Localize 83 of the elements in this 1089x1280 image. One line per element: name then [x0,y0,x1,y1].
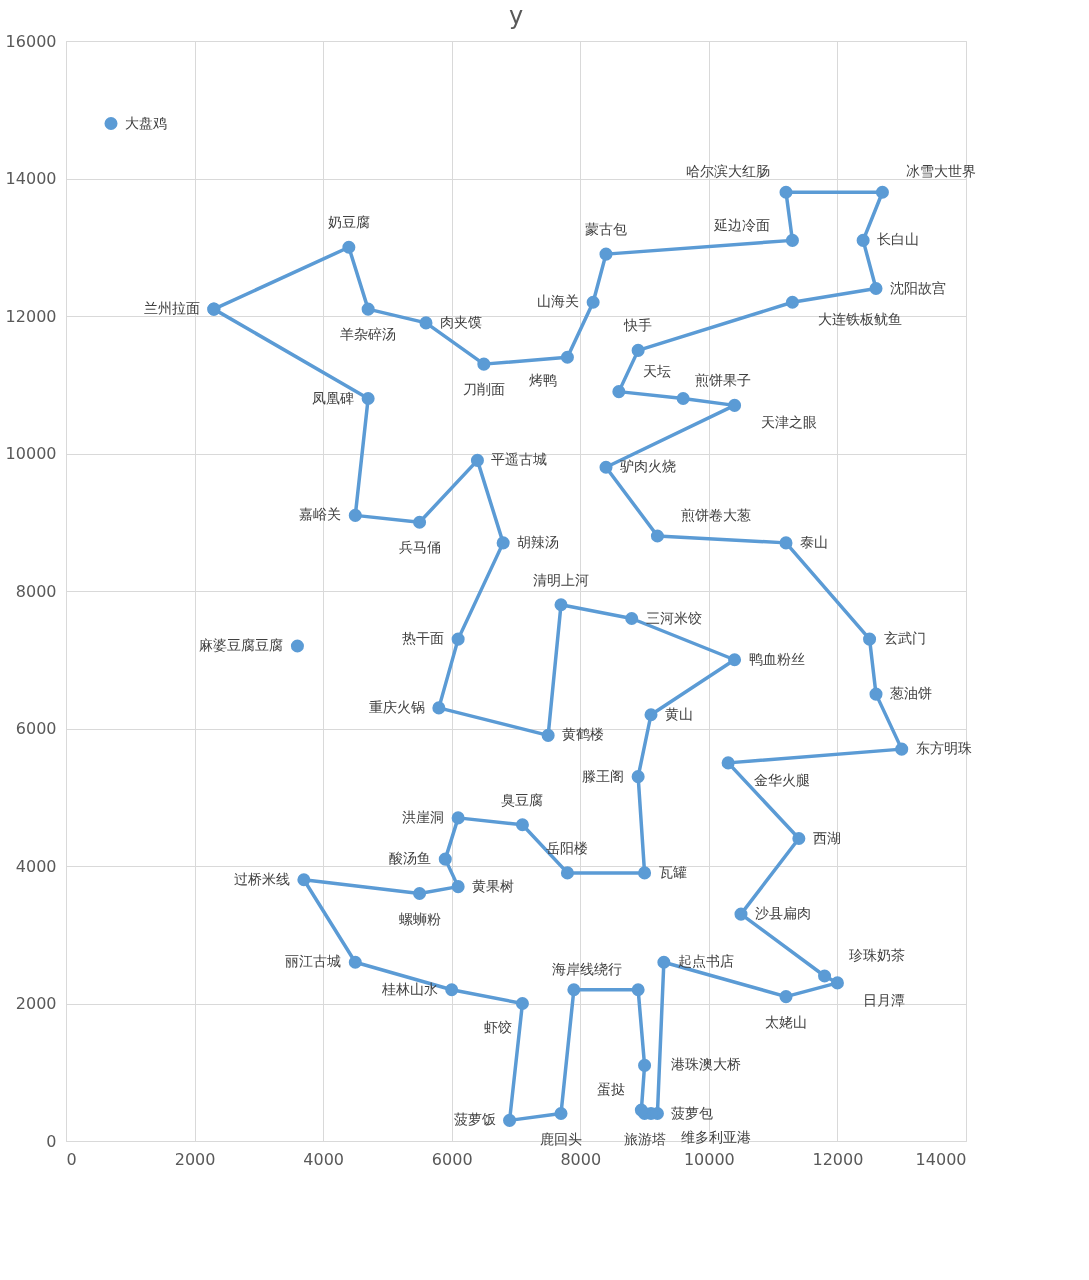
y-tick-label: 10000 [5,444,57,463]
x-tick-label: 2000 [174,1149,216,1169]
data-label: 山海关 [537,293,580,310]
data-label: 煎饼卷大葱 [681,507,752,523]
data-label: 金华火腿 [754,771,811,788]
data-label: 羊杂碎汤 [340,326,397,343]
data-label: 驴肉火烧 [620,458,676,475]
data-label: 海岸线绕行 [552,960,623,977]
data-label: 延边冷面 [713,217,771,234]
data-label: 洪崖洞 [402,808,445,825]
data-label: 港珠澳大桥 [670,1056,741,1073]
data-label: 哈尔滨大红肠 [686,163,770,180]
data-label: 泰山 [800,533,828,550]
data-label: 葱油饼 [890,685,932,702]
data-label: 西湖 [812,829,841,846]
data-label: 菠萝饭 [453,1111,496,1128]
data-label: 旅游塔 [623,1130,666,1147]
data-label: 煎饼果子 [695,371,752,388]
data-label: 黄鹤楼 [562,726,605,743]
data-label: 珍珠奶茶 [848,947,905,963]
y-tick-label: 12000 [5,306,57,326]
x-tick-label: 14000 [915,1149,967,1169]
data-label: 虾饺 [484,1018,513,1035]
data-label: 东方明珠 [915,740,972,757]
data-label: 起点书店 [677,953,734,970]
x-tick-label: 6000 [431,1149,473,1169]
data-label: 冰雪大世界 [906,163,977,180]
data-label: 沙县扁肉 [755,905,811,922]
y-tick-label: 16000 [5,31,57,51]
chart-title: y [508,2,524,30]
x-tick-label: 4000 [303,1149,344,1169]
data-label: 热干面 [402,630,445,647]
data-label: 平遥古城 [491,451,548,468]
data-label: 日月潭 [863,991,906,1008]
y-tick-label: 6000 [15,719,57,738]
data-label: 过桥米线 [233,870,290,887]
data-label: 嘉峪关 [299,506,342,523]
data-label: 长白山 [877,231,920,248]
data-label: 蛋挞 [597,1081,626,1098]
data-label: 玄武门 [883,630,926,647]
data-label: 清明上河 [533,571,589,588]
data-label: 兰州拉面 [143,300,200,317]
x-tick-label: 8000 [560,1149,602,1169]
data-label: 菠萝包 [671,1104,714,1121]
data-label: 快手 [623,317,653,334]
data-label: 维多利亚港 [681,1128,751,1145]
y-tick-label: 4000 [15,856,57,876]
data-label: 大盘鸡 [125,114,167,131]
data-label: 重庆火锅 [368,698,425,715]
x-tick-label: 12000 [812,1149,864,1169]
data-label: 黄果树 [472,877,515,894]
data-label: 臭豆腐 [501,791,544,808]
data-label: 滕王阁 [582,767,625,784]
data-label: 太姥山 [765,1013,807,1030]
data-label: 螺蛳粉 [398,910,441,927]
data-label: 天坛 [642,362,671,379]
data-label: 奶豆腐 [327,214,370,231]
data-label: 肉夹馍 [440,313,482,330]
data-label: 黄山 [665,705,693,722]
y-tick-label: 8000 [15,581,57,601]
y-tick-label: 2000 [15,994,57,1013]
data-label: 丽江古城 [285,953,342,970]
data-label: 岳阳楼 [546,839,589,856]
data-label: 沈阳故宫 [890,279,946,296]
data-label: 瓦罐 [658,863,687,880]
data-label: 凤凰碑 [312,389,355,406]
y-tick-label: 14000 [5,169,57,188]
data-label: 刀削面 [462,381,505,398]
data-label: 麻婆豆腐豆腐 [199,637,284,653]
x-tick-label: 0 [66,1149,77,1169]
data-label: 三河米饺 [645,609,702,626]
data-label: 兵马俑 [398,539,441,556]
data-label: 大连铁板鱿鱼 [818,311,903,328]
data-label: 蒙古包 [585,221,627,238]
data-label: 胡辣汤 [517,533,560,550]
data-label: 酸汤鱼 [389,850,432,867]
data-label: 桂林山水 [380,980,438,997]
y-tick-label: 0 [46,1131,57,1151]
data-label: 天津之眼 [760,414,817,431]
data-label: 鸭血粉丝 [748,650,805,667]
data-label: 烤鸭 [529,372,558,389]
x-tick-label: 10000 [683,1149,735,1169]
data-label: 鹿回头 [540,1130,582,1147]
